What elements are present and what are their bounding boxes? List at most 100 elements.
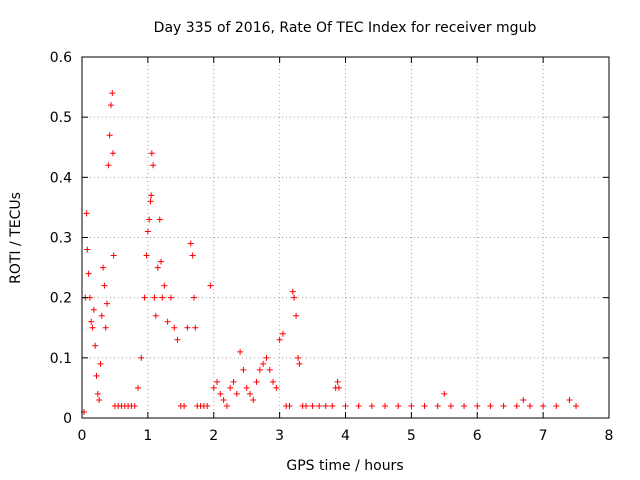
x-tick-label: 5 — [407, 428, 416, 444]
y-tick-label: 0.2 — [50, 291, 72, 307]
data-point — [296, 360, 303, 367]
data-point — [184, 324, 191, 331]
data-point — [146, 216, 153, 223]
x-tick-label: 4 — [341, 428, 350, 444]
data-point — [240, 366, 247, 373]
data-point — [474, 402, 481, 409]
axis-ticks: 0 1 2 3 4 5 6 7 8 0 0.1 0.2 0.3 0.4 0.5 0.6 — [50, 50, 614, 444]
data-point — [382, 402, 389, 409]
data-point — [329, 402, 336, 409]
data-point — [190, 294, 197, 301]
data-point — [102, 324, 109, 331]
data-point — [461, 402, 468, 409]
data-point — [342, 402, 349, 409]
data-point — [250, 396, 257, 403]
data-point — [151, 294, 158, 301]
data-point — [164, 318, 171, 325]
data-point — [154, 264, 161, 271]
data-point — [553, 402, 560, 409]
y-tick-label: 0.6 — [50, 50, 72, 66]
data-point — [286, 402, 293, 409]
data-point — [421, 402, 428, 409]
data-point — [263, 354, 270, 361]
data-point — [161, 282, 168, 289]
data-point — [100, 264, 107, 271]
data-point — [540, 402, 547, 409]
data-point — [85, 270, 92, 277]
data-point — [204, 402, 211, 409]
data-point — [573, 402, 580, 409]
data-point — [295, 354, 302, 361]
data-point — [89, 324, 96, 331]
data-point — [289, 288, 296, 295]
data-point — [148, 150, 155, 157]
x-tick-label: 8 — [605, 428, 614, 444]
data-point — [138, 354, 145, 361]
data-point — [143, 252, 150, 259]
data-point — [487, 402, 494, 409]
data-point — [335, 384, 342, 391]
data-point — [88, 318, 95, 325]
x-tick-label: 3 — [275, 428, 284, 444]
data-point — [220, 396, 227, 403]
y-tick-label: 0.5 — [50, 110, 72, 126]
data-point — [520, 396, 527, 403]
data-point — [276, 336, 283, 343]
data-point — [302, 402, 309, 409]
data-point — [322, 402, 329, 409]
data-point — [90, 306, 97, 313]
data-point — [243, 384, 250, 391]
data-point — [500, 402, 507, 409]
data-point — [150, 162, 157, 169]
data-point — [171, 324, 178, 331]
data-point — [110, 252, 117, 259]
data-point — [526, 402, 533, 409]
data-point — [134, 384, 141, 391]
data-point — [293, 312, 300, 319]
data-point — [223, 402, 230, 409]
data-point — [434, 402, 441, 409]
data-point — [441, 390, 448, 397]
x-tick-label: 7 — [539, 428, 548, 444]
data-point — [334, 378, 341, 385]
data-point — [97, 360, 104, 367]
y-axis-label: ROTI / TECUs — [8, 192, 24, 284]
data-point — [227, 384, 234, 391]
data-point — [447, 402, 454, 409]
data-point — [148, 192, 155, 199]
data-point — [256, 366, 263, 373]
data-point — [167, 294, 174, 301]
data-point — [273, 384, 280, 391]
x-tick-label: 6 — [473, 428, 482, 444]
y-tick-label: 0.4 — [50, 170, 72, 186]
data-point — [107, 102, 114, 109]
data-point — [152, 312, 159, 319]
data-point — [233, 390, 240, 397]
data-point — [156, 216, 163, 223]
data-point — [207, 282, 214, 289]
data-point — [141, 294, 148, 301]
data-point — [106, 132, 113, 139]
data-point — [395, 402, 402, 409]
data-point — [355, 402, 362, 409]
data-point — [83, 210, 90, 217]
grid-lines — [82, 57, 609, 418]
data-point — [368, 402, 375, 409]
data-point — [217, 390, 224, 397]
data-point — [279, 330, 286, 337]
data-point — [158, 258, 165, 265]
data-points — [80, 90, 580, 415]
data-point — [94, 390, 101, 397]
data-point — [144, 228, 151, 235]
data-point — [192, 324, 199, 331]
data-point — [189, 252, 196, 259]
x-tick-label: 2 — [209, 428, 218, 444]
data-point — [104, 300, 111, 307]
data-point — [105, 162, 112, 169]
data-point — [92, 342, 99, 349]
data-point — [566, 396, 573, 403]
data-point — [131, 402, 138, 409]
data-point — [266, 366, 273, 373]
data-point — [93, 372, 100, 379]
